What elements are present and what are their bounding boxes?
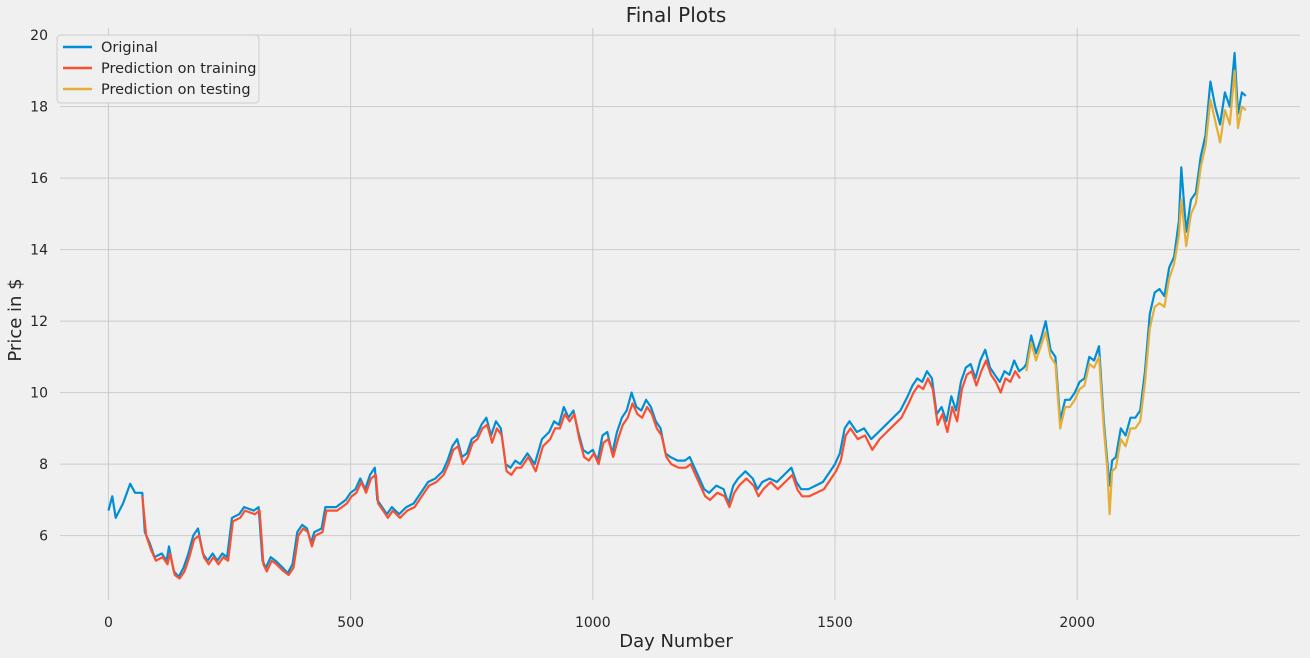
legend: Original Prediction on training Predicti… xyxy=(56,34,260,104)
legend-label-training: Prediction on training xyxy=(101,61,257,77)
legend-box xyxy=(56,34,260,104)
series-lines xyxy=(107,51,1247,580)
y-tick-label: 20 xyxy=(30,28,48,44)
y-tick-label: 14 xyxy=(30,243,48,259)
y-tick-label: 10 xyxy=(30,386,48,402)
y-tick-label: 8 xyxy=(39,457,48,473)
x-tick-label: 1000 xyxy=(575,615,611,631)
y-tick-label: 12 xyxy=(30,314,48,330)
x-tick-label: 500 xyxy=(337,615,364,631)
x-axis-label: Day Number xyxy=(619,631,733,652)
tick-labels: 0 500 1000 1500 2000 6 8 10 12 14 16 18 20 xyxy=(30,28,1095,631)
x-tick-label: 1500 xyxy=(817,615,853,631)
legend-label-original: Original xyxy=(101,40,158,56)
grid xyxy=(60,28,1300,600)
series-line-prediction-training xyxy=(141,359,1021,580)
series-line-original xyxy=(107,51,1247,578)
chart-title: Final Plots xyxy=(626,3,727,27)
y-tick-label: 18 xyxy=(30,100,48,116)
y-tick-label: 6 xyxy=(39,529,48,545)
y-axis-label: Price in $ xyxy=(5,278,26,361)
x-tick-label: 2000 xyxy=(1059,615,1095,631)
y-tick-label: 16 xyxy=(30,171,48,187)
series-line-prediction-testing xyxy=(1025,69,1247,516)
legend-label-testing: Prediction on testing xyxy=(101,82,251,98)
x-tick-label: 0 xyxy=(104,615,113,631)
